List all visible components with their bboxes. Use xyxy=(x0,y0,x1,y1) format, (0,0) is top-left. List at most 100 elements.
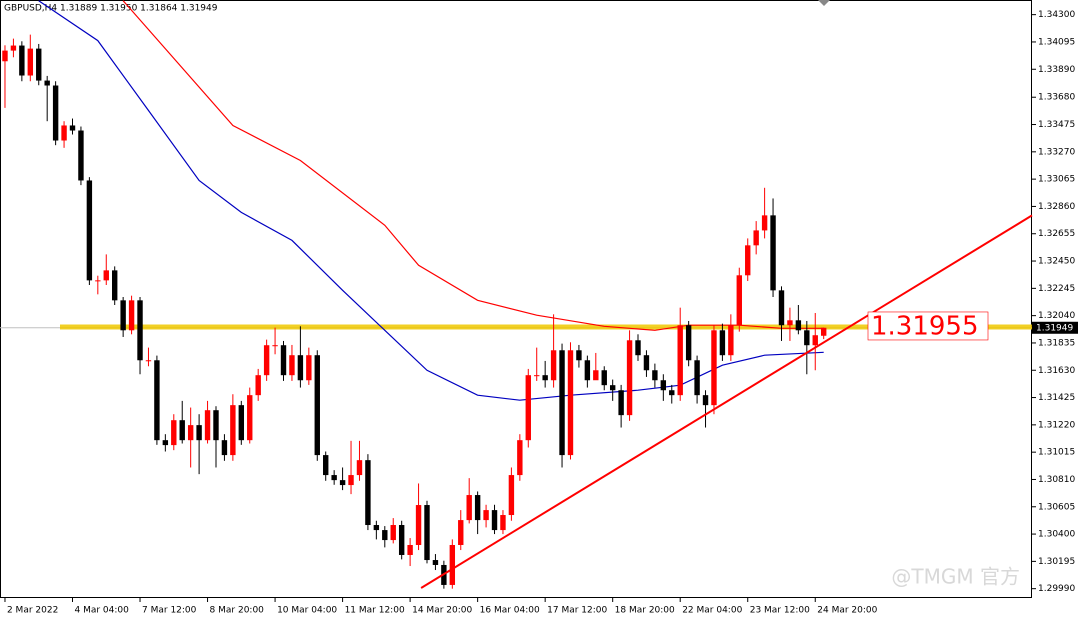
x-tick-label: 10 Mar 04:00 xyxy=(277,606,337,616)
x-tick-label: 17 Mar 12:00 xyxy=(547,606,607,616)
candle-body xyxy=(69,125,76,131)
candle-body xyxy=(44,80,50,86)
y-tick-label: 1.33475 xyxy=(1038,120,1075,130)
candle-body xyxy=(365,460,371,526)
candle-body xyxy=(534,375,540,377)
price-tag xyxy=(1032,321,1078,334)
x-tick-label: 14 Mar 20:00 xyxy=(412,606,472,616)
candle-body xyxy=(19,45,25,76)
candle-body xyxy=(221,440,228,456)
level-label-box xyxy=(867,311,989,341)
candle-body xyxy=(10,45,17,51)
candle-body xyxy=(652,370,658,381)
candle-body xyxy=(635,340,641,356)
candle-body xyxy=(458,520,464,545)
y-tick-label: 1.31835 xyxy=(1038,338,1075,348)
candle-body xyxy=(643,355,650,371)
candle-body xyxy=(382,530,388,541)
candle-body xyxy=(255,375,261,396)
candle-body xyxy=(804,330,810,346)
candle-body xyxy=(618,390,624,416)
candle-body xyxy=(584,360,591,381)
candle-body xyxy=(61,125,67,141)
x-tick-label: 24 Mar 20:00 xyxy=(817,606,877,616)
candle-body xyxy=(728,325,734,356)
plot-frame xyxy=(0,0,1032,598)
candle-body xyxy=(2,50,8,62)
candle-body xyxy=(736,275,742,326)
candle-body xyxy=(719,330,726,356)
candle-body xyxy=(567,350,574,456)
candle-body xyxy=(542,375,548,381)
candle-body xyxy=(230,405,236,456)
candle-body xyxy=(348,475,354,486)
candle-body xyxy=(795,320,802,331)
candle-body xyxy=(162,440,169,446)
watermark: @TMGM 官方 xyxy=(891,565,1020,589)
y-tick-label: 1.33270 xyxy=(1038,147,1075,157)
candle-body xyxy=(550,350,557,381)
candle-body xyxy=(491,510,498,531)
candle-body xyxy=(204,410,211,441)
candle-body xyxy=(86,180,93,281)
candle-body xyxy=(52,85,59,141)
candle-body xyxy=(466,495,472,521)
candle-body xyxy=(36,48,42,81)
candle-body xyxy=(263,345,270,376)
y-tick-label: 1.34300 xyxy=(1038,10,1075,20)
candle-body xyxy=(626,340,633,416)
candle-body xyxy=(179,420,185,441)
level-label: 1.31955 xyxy=(871,311,979,341)
candle-body xyxy=(213,410,219,441)
y-tick-label: 1.33680 xyxy=(1038,93,1075,103)
y-tick-label: 1.31015 xyxy=(1038,448,1075,458)
candle-body xyxy=(576,350,582,361)
x-tick-label: 23 Mar 12:00 xyxy=(750,606,810,616)
y-tick-label: 1.31425 xyxy=(1038,393,1075,403)
trendline xyxy=(420,214,1033,589)
y-tick-label: 1.30810 xyxy=(1038,475,1075,485)
price-tag-label: 1.31949 xyxy=(1036,323,1073,333)
candle-body xyxy=(373,525,380,531)
candle-body xyxy=(128,300,135,331)
x-tick-label: 11 Mar 12:00 xyxy=(345,606,405,616)
candle-body xyxy=(660,380,667,391)
candle-body xyxy=(677,325,683,396)
y-tick-label: 1.30605 xyxy=(1038,502,1075,512)
candle-body xyxy=(238,405,245,441)
candle-body xyxy=(609,385,616,391)
candle-body xyxy=(483,510,489,521)
candle-body xyxy=(711,330,717,406)
candle-body xyxy=(761,215,768,231)
candle-body xyxy=(669,390,675,396)
candle-body xyxy=(694,360,700,396)
x-tick-label: 2 Mar 2022 xyxy=(7,606,58,616)
candle-body xyxy=(154,360,160,441)
candle-body xyxy=(407,544,413,555)
y-tick-label: 1.32860 xyxy=(1038,202,1075,212)
candle-body xyxy=(331,475,337,481)
candle-body xyxy=(390,525,396,541)
candle-body xyxy=(398,525,405,555)
candle-body xyxy=(103,270,109,281)
candle-body xyxy=(787,320,793,326)
y-tick-label: 1.32245 xyxy=(1038,284,1075,294)
x-tick-label: 4 Mar 04:00 xyxy=(75,606,130,616)
candle-body xyxy=(812,335,818,346)
candle-body xyxy=(145,360,152,362)
y-tick-label: 1.30400 xyxy=(1038,530,1075,540)
y-tick-label: 1.30195 xyxy=(1038,557,1075,567)
candle-body xyxy=(356,460,363,476)
candle-body xyxy=(424,505,430,561)
x-tick-label: 18 Mar 20:00 xyxy=(615,606,675,616)
candle-body xyxy=(601,370,607,386)
candle-body xyxy=(323,455,329,476)
y-tick-label: 1.32655 xyxy=(1038,229,1075,239)
y-tick-label: 1.29990 xyxy=(1038,584,1075,594)
x-tick-label: 7 Mar 12:00 xyxy=(142,606,197,616)
candle-body xyxy=(297,355,304,381)
candle-body xyxy=(449,544,456,585)
moving-average xyxy=(38,0,824,401)
